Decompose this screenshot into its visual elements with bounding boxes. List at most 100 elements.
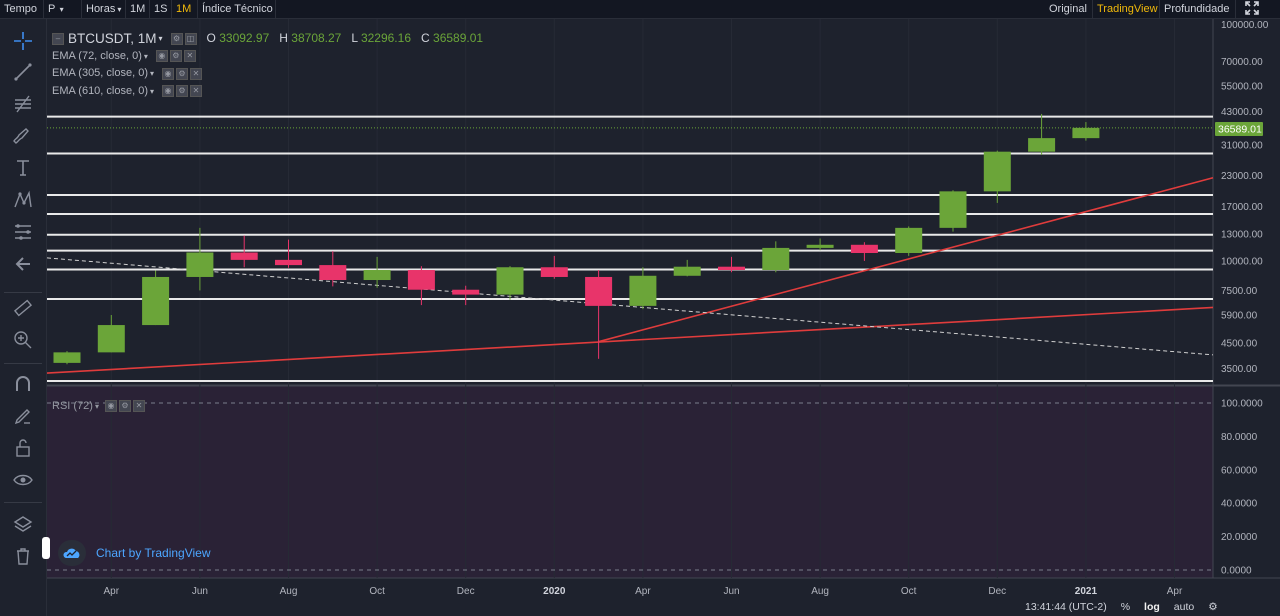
tradingview-watermark[interactable]: Chart by TradingView xyxy=(58,540,211,566)
view-tradingview-tab[interactable]: TradingView xyxy=(1093,0,1160,18)
high-value: 38708.27 xyxy=(291,31,342,45)
gear-icon[interactable]: ⚙ xyxy=(1208,601,1218,613)
y-tick-label: 4500.00 xyxy=(1221,338,1258,349)
back-arrow-icon[interactable] xyxy=(10,251,36,277)
y-tick-label: 55000.00 xyxy=(1221,82,1263,93)
candle-body xyxy=(275,259,302,266)
prediction-icon[interactable] xyxy=(10,219,36,245)
candle-body xyxy=(142,276,170,326)
settings-icon[interactable]: ⚙ xyxy=(118,400,131,412)
stay-drawing-icon[interactable] xyxy=(10,403,36,429)
eye-icon[interactable]: ◉ xyxy=(155,50,168,63)
view-original-tab[interactable]: Original xyxy=(1045,0,1093,18)
log-toggle[interactable]: log xyxy=(1144,601,1160,613)
eye-icon[interactable]: ◉ xyxy=(162,85,175,98)
text-icon[interactable] xyxy=(10,155,36,181)
x-tick-label: 2021 xyxy=(1075,586,1098,597)
candle-body xyxy=(407,270,435,290)
y-tick-label: 3500.00 xyxy=(1221,364,1258,375)
interval-1m-button[interactable]: 1M xyxy=(126,0,150,18)
eye-icon[interactable] xyxy=(10,467,36,493)
settings-icon[interactable]: ◫ xyxy=(184,32,197,45)
close-icon[interactable]: ✕ xyxy=(132,400,145,412)
trash-icon[interactable] xyxy=(10,543,36,569)
scroll-handle[interactable] xyxy=(42,537,50,559)
trend-line-icon[interactable] xyxy=(10,59,36,85)
candle-body xyxy=(452,289,480,295)
settings-icon[interactable]: ⚙ xyxy=(169,50,182,63)
chart-legend: – BTCUSDT, 1M ▾ ⚙ ◫ O 33092.97 H 38708.2… xyxy=(52,30,483,100)
x-tick-label: Dec xyxy=(988,586,1006,597)
pattern-icon[interactable] xyxy=(10,187,36,213)
open-label: O xyxy=(206,31,216,45)
rsi-tick-label: 20.0000 xyxy=(1221,532,1258,543)
low-label: L xyxy=(351,31,358,45)
study-ema-72[interactable]: EMA (72, close, 0) ▾ ◉ ⚙ ✕ xyxy=(52,48,483,66)
candle-body xyxy=(186,252,214,277)
collapse-icon[interactable]: – xyxy=(52,32,64,45)
settings-icon[interactable]: ⚙ xyxy=(176,85,189,98)
rsi-legend[interactable]: RSI (72) ▾ ◉ ⚙ ✕ xyxy=(52,400,145,412)
settings-icon[interactable]: ⚙ xyxy=(176,67,189,80)
toolbar-divider xyxy=(4,502,42,503)
y-tick-label: 43000.00 xyxy=(1221,107,1263,118)
study-ema-305[interactable]: EMA (305, close, 0) ▾ ◉ ⚙ ✕ xyxy=(52,65,483,83)
tempo-label: Tempo xyxy=(0,0,44,18)
high-label: H xyxy=(279,31,288,45)
x-tick-label: Dec xyxy=(457,586,475,597)
percent-toggle[interactable]: % xyxy=(1120,601,1131,613)
price-axis[interactable] xyxy=(1213,19,1280,616)
lock-icon[interactable] xyxy=(10,435,36,461)
candle-body xyxy=(718,266,745,271)
rsi-tick-label: 60.0000 xyxy=(1221,465,1258,476)
chevron-down-icon[interactable]: ▾ xyxy=(143,51,148,61)
horas-select[interactable]: Horas ▾ xyxy=(82,0,126,18)
candle-body xyxy=(363,270,391,281)
chevron-down-icon[interactable]: ▾ xyxy=(94,401,99,411)
bottom-bar: 13:41:44 (UTC-2) % log auto ⚙ xyxy=(1025,598,1218,616)
rsi-pane[interactable] xyxy=(47,385,1213,578)
interval-1m-active-button[interactable]: 1M xyxy=(172,0,198,18)
candle-body xyxy=(850,244,878,254)
view-depth-tab[interactable]: Profundidade xyxy=(1160,0,1236,18)
study-ema-610[interactable]: EMA (610, close, 0) ▾ ◉ ⚙ ✕ xyxy=(52,83,483,101)
rsi-tick-label: 0.0000 xyxy=(1221,566,1252,577)
y-tick-label: 70000.00 xyxy=(1221,57,1263,68)
chevron-down-icon: ▾ xyxy=(57,5,64,14)
candle-body xyxy=(496,267,524,295)
settings-icon[interactable]: ⚙ xyxy=(170,32,183,45)
chart-style-select[interactable]: P ▾ xyxy=(44,0,82,18)
eye-icon[interactable]: ◉ xyxy=(162,67,175,80)
ruler-icon[interactable] xyxy=(10,295,36,321)
zoom-in-icon[interactable] xyxy=(10,327,36,353)
rsi-tick-label: 40.0000 xyxy=(1221,499,1258,510)
rsi-tick-label: 100.0000 xyxy=(1221,399,1263,410)
candle-body xyxy=(983,151,1011,192)
rsi-label: RSI (72) xyxy=(52,400,93,412)
technical-indicator-button[interactable]: Índice Técnico xyxy=(198,0,276,18)
layers-icon[interactable] xyxy=(10,511,36,537)
symbol-title[interactable]: BTCUSDT, 1M xyxy=(68,31,157,46)
close-icon[interactable]: ✕ xyxy=(190,85,203,98)
fib-icon[interactable] xyxy=(10,91,36,117)
eye-icon[interactable]: ◉ xyxy=(104,400,117,412)
close-icon[interactable]: ✕ xyxy=(183,50,196,63)
auto-toggle[interactable]: auto xyxy=(1173,601,1195,613)
brush-icon[interactable] xyxy=(10,123,36,149)
candle-body xyxy=(53,352,81,363)
interval-1s-button[interactable]: 1S xyxy=(150,0,172,18)
x-tick-label: Jun xyxy=(723,586,739,597)
fullscreen-icon[interactable] xyxy=(1240,0,1270,18)
chevron-down-icon[interactable]: ▾ xyxy=(158,34,163,43)
last-price-tag xyxy=(1215,122,1263,136)
close-label: C xyxy=(421,31,430,45)
chevron-down-icon[interactable]: ▾ xyxy=(150,69,155,78)
price-pane[interactable] xyxy=(47,19,1213,385)
chevron-down-icon[interactable]: ▾ xyxy=(150,86,155,96)
trend-line xyxy=(47,306,1214,374)
crosshair-icon[interactable] xyxy=(10,28,36,54)
close-icon[interactable]: ✕ xyxy=(190,67,203,80)
magnet-icon[interactable] xyxy=(10,371,36,397)
trend-line xyxy=(598,176,1214,343)
chart-canvas[interactable]: 100000.00 70000.00 55000.00 43000.00 31000.0… xyxy=(47,19,1280,616)
